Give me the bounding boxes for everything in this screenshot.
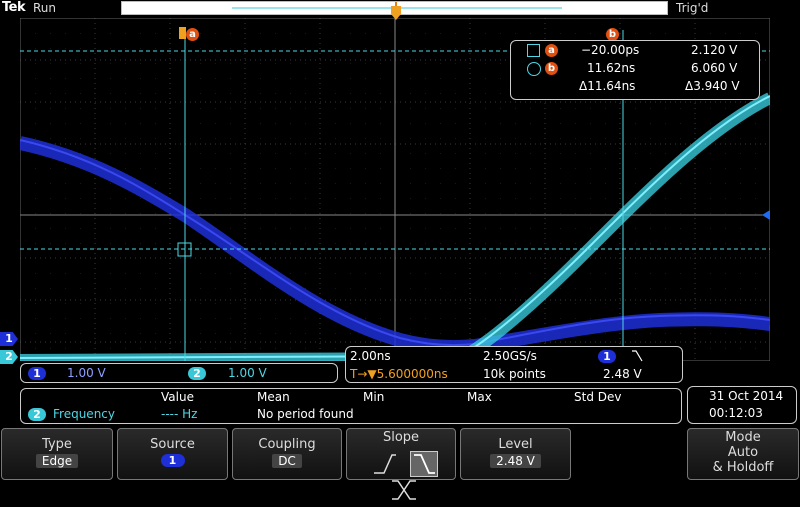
run-state: Run [33,1,57,15]
measurement-panel[interactable]: Value Mean Min Max Std Dev 2 Frequency -… [20,388,682,424]
meas-header-mean: Mean [257,390,290,404]
falling-edge-icon [632,350,643,362]
ch1-waveform [20,136,770,355]
timebase-readout[interactable]: 2.00ns 2.50GS/s 1 T→▼5.600000ns 10k poin… [345,346,683,383]
cursor-a-volt: 2.120 V [691,43,738,57]
ch1-scale: 1.00 V [67,366,106,380]
cursor-a-time: −20.00ps [581,43,640,57]
mode-holdoff-key[interactable]: Mode Auto & Holdoff [687,428,799,480]
trigger-level-marker[interactable] [762,210,770,220]
date: 31 Oct 2014 [709,389,784,403]
coupling-key[interactable]: Coupling DC [232,428,342,480]
cursor-readout: a −20.00ps 2.120 V b 11.62ns 6.060 V Δ11… [510,40,760,100]
slope-key[interactable]: Slope [346,428,456,500]
meas-header-value: Value [161,390,194,404]
source-key[interactable]: Source 1 [117,428,228,480]
record-length: 10k points [483,367,546,381]
cursor-b-time: 11.62ns [587,61,636,75]
horizontal-scale: 2.00ns [350,349,391,363]
cursor-b-volt: 6.060 V [691,61,738,75]
ch2-badge: 2 [188,367,206,380]
trigger-source-badge: 1 [598,350,616,363]
ch2-scale: 1.00 V [228,366,267,380]
graticule-axes [20,18,770,361]
cursor-a-label[interactable]: a [179,22,199,41]
trigger-position-marker[interactable] [390,6,402,22]
square-cursor-icon [527,44,540,57]
ch1-ground-marker[interactable]: 1 [0,332,18,346]
meas-header-stddev: Std Dev [574,390,622,404]
meas-value: ---- Hz [161,407,198,421]
softkey-menu: Type Edge Source 1 Coupling DC Slope Lev… [0,428,800,500]
ch2-ground-marker[interactable]: 2 [0,350,18,364]
level-key[interactable]: Level 2.48 V [460,428,571,480]
trigger-delay: T→▼5.600000ns [350,367,448,381]
brand-logo: Tek [2,0,26,15]
meas-channel-badge: 2 [28,408,46,421]
cursor-b-label[interactable]: b [606,22,619,41]
falling-edge-selected-icon[interactable] [410,451,439,477]
time: 00:12:03 [709,406,763,420]
meas-name: Frequency [53,407,115,421]
meas-header-max: Max [467,390,492,404]
either-edge-icon[interactable] [390,477,418,503]
ch1-badge: 1 [28,367,46,380]
ch2-waveform [20,92,770,361]
datetime-readout[interactable]: 31 Oct 2014 00:12:03 [687,386,797,424]
sample-rate: 2.50GS/s [483,349,537,363]
cursor-delta-time: Δ11.64ns [579,79,636,93]
cursor-a-handle[interactable] [177,242,192,257]
channel-scale-readout[interactable]: 1 1.00 V 2 1.00 V [20,363,338,383]
meas-status: No period found [257,407,354,421]
circle-cursor-icon [527,62,541,76]
trigger-level: 2.48 V [603,367,642,381]
cursor-a-flag-icon [179,26,186,39]
rising-edge-icon[interactable] [370,451,398,477]
type-key[interactable]: Type Edge [1,428,113,480]
cursor-delta-volt: Δ3.940 V [685,79,740,93]
trigger-state: Trig'd [676,1,709,15]
meas-header-min: Min [363,390,385,404]
